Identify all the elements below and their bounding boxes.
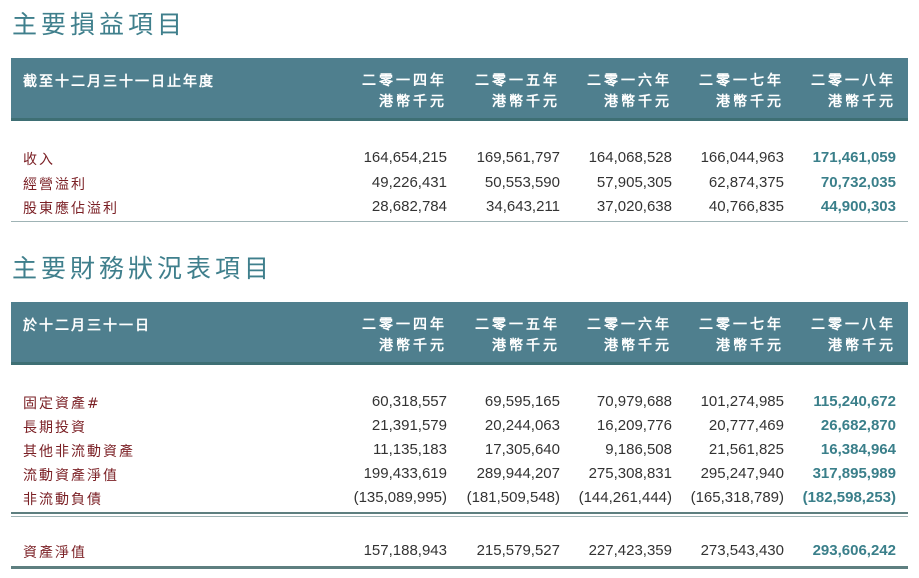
row-value: 101,274,985 (700, 393, 784, 410)
row-value: 293,606,242 (812, 542, 896, 559)
row-value: 50,553,590 (484, 173, 560, 191)
row-value: 28,682,784 (371, 198, 447, 215)
row-value: 37,020,638 (596, 198, 672, 215)
row-value: 227,423,359 (588, 542, 672, 559)
row-label: 流動資產淨值 (23, 468, 119, 484)
row-value: 20,244,063 (484, 417, 560, 434)
divider (11, 512, 908, 514)
row-value: 171,461,059 (812, 149, 896, 166)
row-value: 157,188,943 (363, 542, 447, 559)
row-value: 166,044,963 (700, 149, 784, 166)
row-value: 70,979,688 (596, 393, 672, 410)
header-label: 截至十二月三十一日止年度 (23, 74, 215, 90)
divider (11, 566, 908, 569)
row-value: 9,186,508 (605, 441, 672, 458)
row-value: 26,682,870 (820, 417, 896, 434)
table-row: 資產淨值 157,188,943 215,579,527 227,423,359 273… (0, 542, 919, 564)
row-value: (182,598,253) (802, 489, 896, 506)
table-row: 經營溢利 49,226,431 50,553,590 57,905,305 62,874… (0, 174, 919, 196)
table-header-financial-position: 於十二月三十一日 二零一四年 港幣千元 二零一五年 港幣千元 二零一六年 港幣千元 二… (11, 302, 908, 365)
year-col: 二零一八年 港幣千元 (811, 317, 896, 354)
year-col: 二零一四年 港幣千元 (362, 73, 447, 110)
row-value: 164,068,528 (588, 149, 672, 166)
section-title-financial-position: 主要財務狀況表項目 (12, 254, 274, 283)
row-label: 其他非流動資產 (23, 444, 135, 460)
row-value: 295,247,940 (700, 465, 784, 482)
row-value: 20,777,469 (708, 417, 784, 434)
table-row: 流動資產淨值 199,433,619 289,944,207 275,308,831 2… (0, 465, 919, 487)
row-value: 70,732,035 (820, 173, 896, 191)
table-row: 長期投資 21,391,579 20,244,063 16,209,776 20,777… (0, 417, 919, 439)
row-value: 275,308,831 (588, 465, 672, 482)
row-value: (181,509,548) (466, 489, 560, 506)
divider (11, 221, 908, 222)
table-row: 固定資產# 60,318,557 69,595,165 70,979,688 101,2… (0, 393, 919, 415)
year-col: 二零一五年 港幣千元 (475, 317, 560, 354)
year-col: 二零一四年 港幣千元 (362, 317, 447, 354)
row-value: 21,561,825 (708, 441, 784, 458)
table-row: 收入 164,654,215 169,561,797 164,068,528 166,0… (0, 149, 919, 171)
row-value: 60,318,557 (371, 393, 447, 410)
year-col: 二零一六年 港幣千元 (587, 317, 672, 354)
row-value: 273,543,430 (700, 542, 784, 559)
row-label: 資產淨值 (23, 545, 87, 561)
row-value: 57,905,305 (596, 173, 672, 191)
row-value: 17,305,640 (484, 441, 560, 458)
row-value: 34,643,211 (486, 198, 560, 215)
row-value: 317,895,989 (812, 465, 896, 482)
row-label: 經營溢利 (23, 176, 87, 193)
row-value: 44,900,303 (820, 198, 896, 215)
row-value: 69,595,165 (484, 393, 560, 410)
row-label: 股東應佔溢利 (23, 201, 119, 217)
row-label: 固定資產# (23, 396, 101, 412)
row-value: 16,209,776 (596, 417, 672, 434)
year-col: 二零一七年 港幣千元 (699, 317, 784, 354)
row-value: 11,135,183 (373, 441, 447, 458)
row-value: 16,384,964 (820, 441, 896, 458)
table-row: 非流動負債 (135,089,995) (181,509,548) (144,261,… (0, 489, 919, 511)
row-value: (165,318,789) (690, 489, 784, 506)
year-col: 二零一六年 港幣千元 (587, 73, 672, 110)
row-label: 非流動負債 (23, 492, 103, 508)
table-row: 股東應佔溢利 28,682,784 34,643,211 37,020,638 40,7… (0, 198, 919, 220)
row-value: 49,226,431 (371, 173, 447, 191)
row-label: 收入 (23, 152, 55, 168)
row-value: (135,089,995) (353, 489, 447, 506)
year-col: 二零一七年 港幣千元 (699, 73, 784, 110)
row-value: 21,391,579 (371, 417, 447, 434)
header-label: 於十二月三十一日 (23, 318, 151, 334)
row-value: 289,944,207 (476, 465, 560, 482)
row-value: 169,561,797 (476, 149, 560, 166)
row-value: 199,433,619 (363, 465, 447, 482)
divider (11, 516, 908, 517)
year-col: 二零一八年 港幣千元 (811, 73, 896, 110)
row-value: 115,240,672 (813, 393, 896, 410)
table-row: 其他非流動資產 11,135,183 17,305,640 9,186,508 21,5… (0, 441, 919, 463)
row-value: 215,579,527 (476, 542, 560, 559)
section-title-income: 主要損益項目 (12, 10, 187, 39)
table-header-income: 截至十二月三十一日止年度 二零一四年 港幣千元 二零一五年 港幣千元 二零一六年 港幣… (11, 58, 908, 121)
year-col: 二零一五年 港幣千元 (475, 73, 560, 110)
row-value: 62,874,375 (708, 173, 784, 191)
row-label: 長期投資 (23, 420, 87, 436)
row-value: 40,766,835 (708, 198, 784, 215)
row-value: (144,261,444) (578, 489, 672, 506)
row-value: 164,654,215 (363, 149, 447, 166)
